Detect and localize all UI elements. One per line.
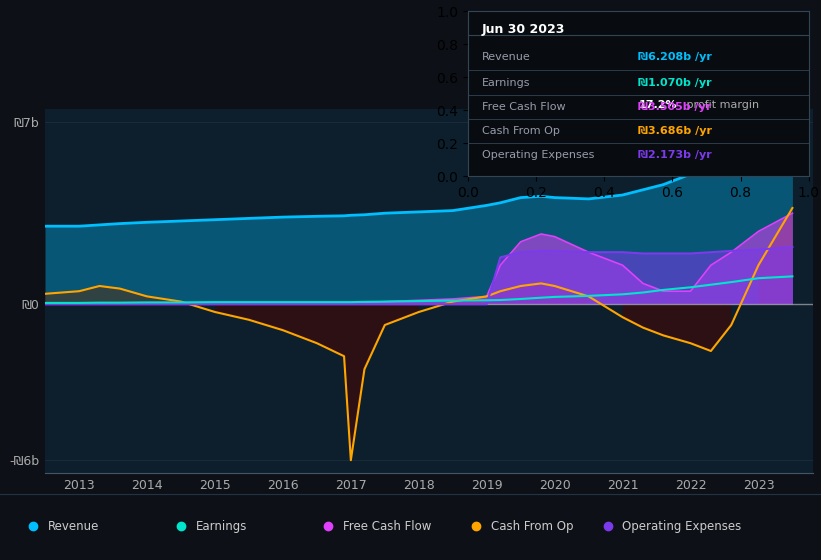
- Text: Cash From Op: Cash From Op: [482, 126, 559, 136]
- Text: ₪3.505b /yr: ₪3.505b /yr: [639, 102, 712, 112]
- Text: profit margin: profit margin: [682, 100, 759, 110]
- Text: Revenue: Revenue: [48, 520, 99, 533]
- Text: 17.2%: 17.2%: [639, 100, 677, 110]
- Text: Revenue: Revenue: [482, 53, 530, 63]
- Text: Cash From Op: Cash From Op: [491, 520, 573, 533]
- Text: Operating Expenses: Operating Expenses: [482, 150, 594, 160]
- Text: ₪6.208b /yr: ₪6.208b /yr: [639, 53, 712, 63]
- Text: Jun 30 2023: Jun 30 2023: [482, 23, 565, 36]
- Text: Earnings: Earnings: [482, 78, 530, 88]
- Text: ₪1.070b /yr: ₪1.070b /yr: [639, 78, 712, 88]
- Text: Operating Expenses: Operating Expenses: [622, 520, 741, 533]
- Text: Free Cash Flow: Free Cash Flow: [343, 520, 432, 533]
- Text: ₪3.686b /yr: ₪3.686b /yr: [639, 126, 713, 136]
- Text: Earnings: Earnings: [195, 520, 247, 533]
- Text: Free Cash Flow: Free Cash Flow: [482, 102, 565, 112]
- Text: ₪2.173b /yr: ₪2.173b /yr: [639, 150, 712, 160]
